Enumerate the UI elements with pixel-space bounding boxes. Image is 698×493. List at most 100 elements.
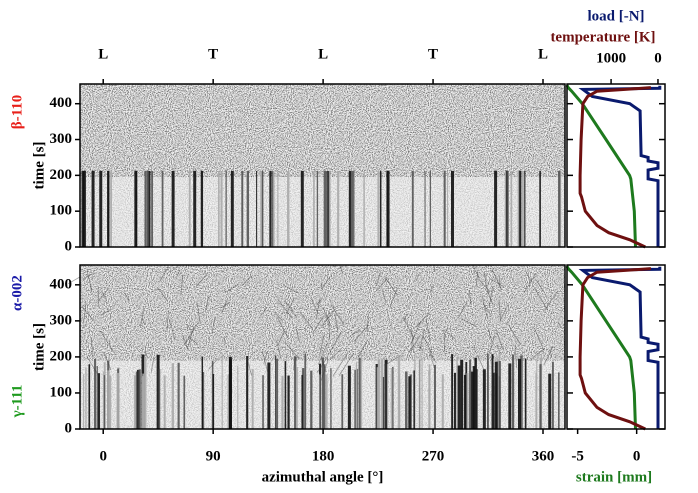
- x-tick-label: 0: [99, 448, 107, 464]
- pattern-streak: [483, 271, 489, 294]
- pattern-streak: [488, 285, 494, 308]
- top-tick-label: L: [318, 46, 328, 62]
- y-tick-label: 100: [50, 203, 73, 219]
- pattern-streak: [168, 318, 176, 340]
- pattern-streak: [543, 345, 554, 366]
- pattern-streak: [402, 312, 409, 322]
- x2-axis-title: temperature [K]: [550, 29, 655, 45]
- pattern-streak: [101, 291, 107, 301]
- pattern-streak: [487, 328, 492, 340]
- pattern-streak: [418, 344, 424, 352]
- pattern-streak: [83, 302, 87, 324]
- pattern-streak: [415, 312, 431, 328]
- y-tick-label: 100: [50, 384, 73, 400]
- pattern-streak: [322, 307, 331, 326]
- pattern-streak: [475, 269, 479, 287]
- x2-tick-label: 1000: [596, 50, 626, 66]
- top-tick-label: L: [538, 46, 548, 62]
- pattern-streak: [429, 284, 434, 294]
- pattern-streak: [180, 274, 184, 295]
- pattern-streak: [533, 287, 549, 311]
- y-tick-label: 0: [65, 238, 73, 254]
- y-tick-label: 0: [65, 420, 73, 436]
- pattern-streak: [184, 322, 199, 345]
- pattern-streak: [498, 274, 501, 288]
- pattern-streak: [90, 338, 94, 359]
- pattern-streak: [468, 290, 472, 304]
- pattern-streak: [316, 297, 323, 305]
- pattern-streak: [293, 357, 296, 371]
- pattern-streak: [144, 347, 147, 357]
- pattern-streak: [319, 334, 325, 356]
- pattern-streak: [139, 307, 145, 328]
- series-line: [565, 84, 637, 248]
- pattern-streak: [284, 300, 298, 318]
- pattern-streak: [277, 331, 285, 346]
- pattern-streak: [317, 342, 329, 365]
- pattern-streaks: [68, 264, 565, 429]
- pattern-streak: [315, 298, 321, 320]
- pattern-streak: [410, 329, 415, 353]
- pattern-streak: [81, 306, 95, 321]
- pattern-streak: [375, 271, 381, 287]
- pattern-streak: [514, 344, 517, 368]
- pattern-streak: [495, 328, 504, 350]
- pattern-streak: [186, 324, 192, 332]
- pattern-streak: [321, 308, 336, 327]
- x-tick-label: -5: [571, 448, 584, 464]
- x-tick-label: 270: [422, 448, 445, 464]
- top-tick-label: L: [98, 46, 108, 62]
- pattern-streak: [381, 289, 387, 302]
- pattern-streak: [422, 335, 433, 355]
- pattern-streak: [549, 349, 553, 359]
- pattern-streak: [295, 328, 301, 343]
- pattern-streak: [482, 302, 492, 316]
- pattern-streak: [141, 317, 146, 325]
- pattern-grain: [80, 176, 565, 247]
- pattern-streak: [384, 276, 398, 296]
- pattern-streak: [330, 304, 345, 326]
- pattern-streak: [86, 356, 100, 377]
- pattern-grain: [80, 265, 565, 361]
- pattern-streak: [416, 273, 420, 282]
- pattern-streak: [224, 283, 239, 294]
- pattern-streak: [182, 335, 188, 349]
- pattern-streak: [403, 316, 415, 340]
- pattern-streak: [524, 270, 533, 284]
- x-tick-label: 0: [633, 448, 641, 464]
- pattern-streak: [283, 284, 298, 294]
- pattern-streak: [100, 308, 113, 316]
- x-tick-label: 360: [532, 448, 555, 464]
- y-tick-label: 200: [50, 348, 73, 364]
- pattern-streak: [99, 330, 115, 353]
- pattern-streak: [195, 272, 209, 287]
- pattern-streak: [328, 321, 331, 340]
- pattern-grain: [80, 84, 565, 177]
- pattern-streak: [241, 275, 252, 287]
- pattern-streak: [410, 320, 422, 344]
- series-line: [578, 267, 652, 431]
- top-tick-label: T: [208, 46, 218, 62]
- pattern-streak: [535, 279, 544, 292]
- x-tick-label: 90: [206, 448, 221, 464]
- pattern-streak: [325, 311, 330, 321]
- pattern-streak: [208, 358, 219, 370]
- series-line: [578, 86, 652, 249]
- pattern-streak: [204, 295, 210, 313]
- y-tick-label: 300: [50, 131, 73, 147]
- pattern-streak: [425, 318, 431, 342]
- pattern-streak: [221, 299, 228, 314]
- pattern-streak: [176, 270, 181, 278]
- pattern-streak: [433, 264, 436, 272]
- series-line: [578, 85, 662, 247]
- pattern-streak: [472, 264, 480, 279]
- pattern-streak: [123, 292, 130, 301]
- pattern-streak: [312, 316, 325, 333]
- pattern-streak: [321, 276, 331, 290]
- pattern-streak: [259, 307, 268, 317]
- pattern-streak: [277, 298, 293, 319]
- pattern-streak: [276, 340, 282, 359]
- pattern-streak: [357, 340, 368, 358]
- pattern-streak: [481, 295, 488, 319]
- pattern-streak: [498, 300, 501, 322]
